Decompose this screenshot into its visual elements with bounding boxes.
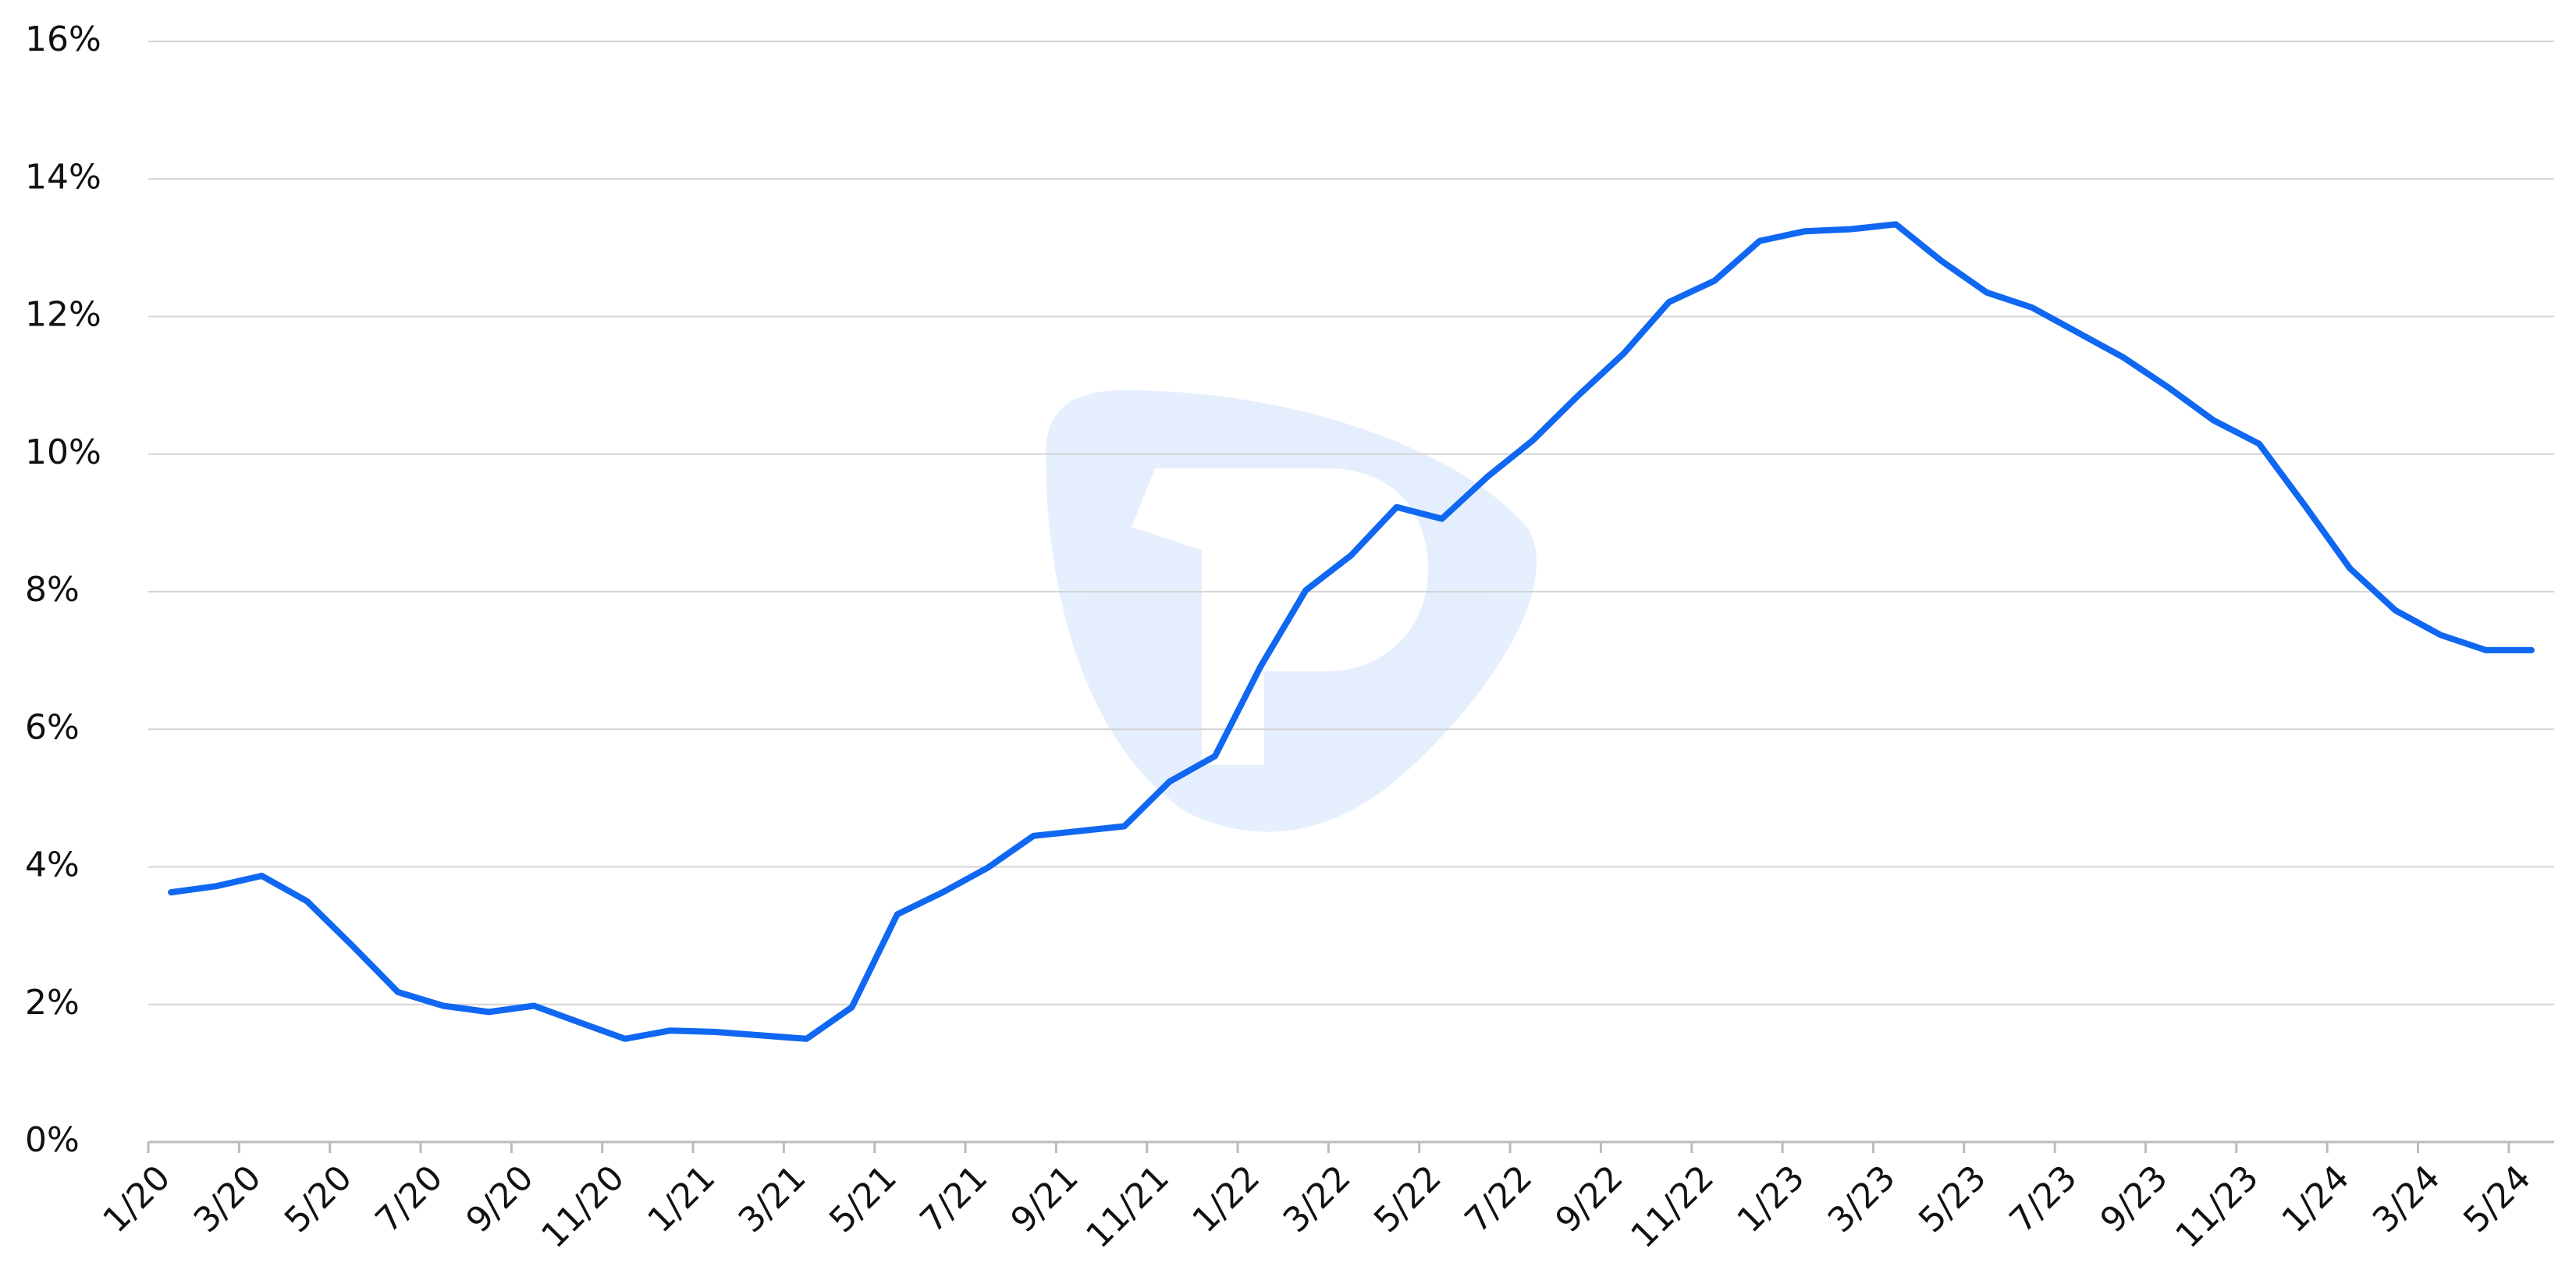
y-tick-label: 4%: [25, 845, 80, 885]
x-tick-label: 9/20: [459, 1158, 542, 1240]
x-tick-label: 9/23: [2093, 1158, 2176, 1240]
y-tick-label: 16%: [25, 20, 101, 59]
x-tick-label: 11/20: [534, 1158, 632, 1256]
x-tick-label: 11/23: [2168, 1158, 2266, 1256]
x-tick-label: 3/22: [1276, 1158, 1359, 1240]
x-tick-label: 5/22: [1366, 1158, 1449, 1240]
x-tick-label: 7/21: [912, 1158, 995, 1240]
y-tick-label: 8%: [25, 570, 80, 610]
x-tick-label: 5/24: [2456, 1158, 2539, 1240]
x-tick-label: 11/21: [1078, 1158, 1177, 1256]
x-tick-label: 7/22: [1457, 1158, 1540, 1240]
y-tick-label: 2%: [25, 983, 80, 1023]
x-tick-label: 1/22: [1185, 1158, 1267, 1240]
x-tick-label: 1/24: [2274, 1158, 2357, 1240]
x-tick-label: 1/21: [640, 1158, 723, 1240]
x-tick-label: 9/21: [1004, 1158, 1086, 1240]
y-tick-label: 6%: [25, 707, 80, 747]
line-series: [168, 221, 2535, 1042]
x-tick-label: 7/20: [368, 1158, 450, 1240]
x-tick-label: 11/22: [1623, 1158, 1721, 1256]
y-tick-label: 12%: [25, 295, 101, 335]
x-tick-label: 3/21: [731, 1158, 814, 1240]
x-tick-label: 1/23: [1729, 1158, 1812, 1240]
x-tick-label: 5/21: [822, 1158, 904, 1240]
x-tick-label: 3/20: [187, 1158, 269, 1240]
x-tick-label: 9/22: [1548, 1158, 1631, 1240]
x-tick-label: 3/23: [1821, 1158, 1903, 1240]
x-tick-label: 7/23: [2002, 1158, 2084, 1240]
x-tick-label: 3/24: [2365, 1158, 2448, 1240]
y-tick-label: 0%: [25, 1120, 80, 1160]
x-tick-label: 5/20: [277, 1158, 360, 1240]
x-tick-label: 1/20: [95, 1158, 178, 1240]
x-tick-label: 5/23: [1911, 1158, 1994, 1240]
y-tick-label: 10%: [25, 432, 101, 472]
y-tick-label: 14%: [25, 157, 101, 197]
